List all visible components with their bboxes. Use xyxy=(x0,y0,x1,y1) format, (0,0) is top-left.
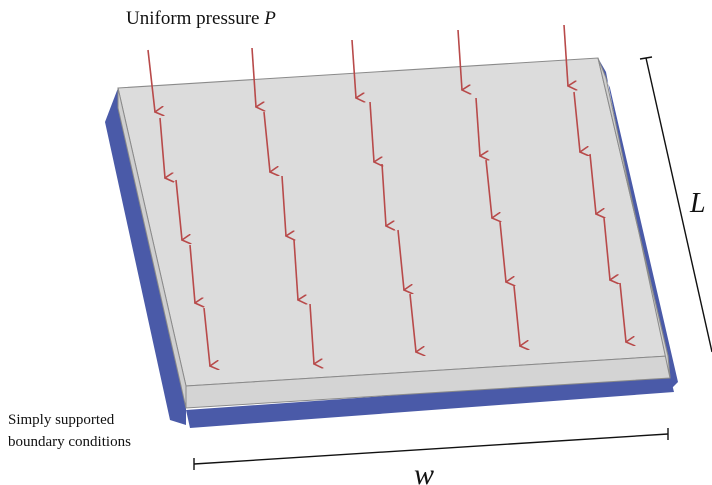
pressure-arrow xyxy=(397,229,404,290)
boundary-label-line2: boundary conditions xyxy=(8,434,131,450)
pressure-arrow xyxy=(189,244,195,303)
dimension-length-line xyxy=(645,57,712,353)
pressure-arrow xyxy=(159,117,165,178)
plate-top-surface xyxy=(117,57,669,387)
support-left xyxy=(105,88,186,425)
pressure-arrow xyxy=(409,293,416,352)
pressure-arrow xyxy=(293,239,298,300)
pressure-arrow xyxy=(203,307,210,366)
width-label: w xyxy=(414,458,434,485)
plate xyxy=(117,57,671,409)
pressure-arrow xyxy=(513,285,520,346)
pressure-arrow xyxy=(563,24,568,86)
plate-left-face xyxy=(117,87,187,409)
dimension-length-tick-top xyxy=(639,56,653,60)
support-edges xyxy=(105,58,678,428)
dimension-length xyxy=(639,56,712,353)
title-text: Uniform pressure xyxy=(126,8,264,29)
pressure-arrow xyxy=(573,91,580,152)
pressure-arrow xyxy=(499,221,506,282)
pressure-arrow xyxy=(589,153,596,214)
pressure-arrows xyxy=(147,24,626,366)
pressure-arrow xyxy=(147,49,155,112)
length-label: L xyxy=(689,188,706,219)
pressure-arrow xyxy=(369,101,374,162)
pressure-arrow xyxy=(619,282,626,342)
support-right xyxy=(598,58,678,392)
pressure-arrow xyxy=(281,175,286,236)
pressure-arrow xyxy=(603,217,610,280)
pressure-arrow xyxy=(251,47,256,107)
pressure-arrow xyxy=(381,163,386,226)
pressure-arrow xyxy=(457,29,462,90)
title-label: Uniform pressure P xyxy=(126,8,276,29)
dimension-width-line xyxy=(193,433,669,465)
pressure-arrow xyxy=(351,39,356,98)
plate-right-face xyxy=(597,57,671,379)
pressure-arrow xyxy=(263,111,270,172)
boundary-label-line1: Simply supported xyxy=(8,412,115,428)
title-symbol: P xyxy=(263,8,276,29)
support-bottom xyxy=(186,376,674,428)
pressure-arrow xyxy=(475,97,480,156)
pressure-arrow xyxy=(175,179,182,240)
pressure-arrow xyxy=(485,159,492,218)
pressure-arrow xyxy=(309,303,314,364)
dimension-width xyxy=(193,428,669,470)
